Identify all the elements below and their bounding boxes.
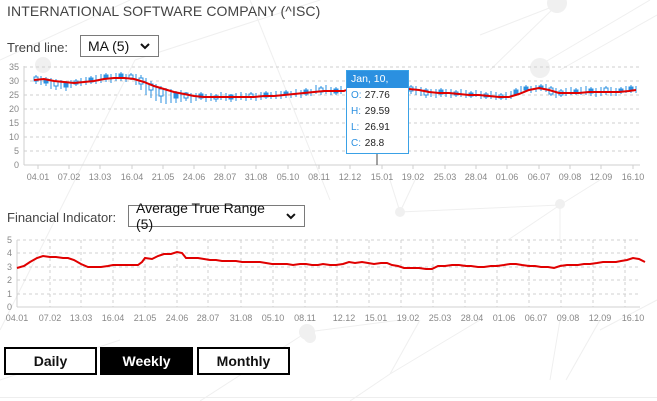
chevron-down-icon: [286, 213, 296, 220]
atr-chart[interactable]: 5 4 3 2 1 0 04.01 07.02 13.03 16.04 21.05 24.06 …: [0, 232, 657, 332]
svg-text:25.03: 25.03: [434, 172, 457, 182]
tooltip-open-row: O: 27.76: [347, 88, 408, 104]
svg-text:10: 10: [9, 132, 19, 142]
tooltip-high-value: 29.59: [364, 106, 390, 117]
financial-indicator-label: Financial Indicator:: [7, 210, 117, 225]
svg-text:05.10: 05.10: [262, 313, 285, 323]
svg-text:28.07: 28.07: [214, 172, 237, 182]
price-x-ticks: [37, 165, 634, 169]
atr-line: [16, 250, 646, 270]
price-chart-grid: [24, 66, 640, 152]
svg-text:0: 0: [14, 160, 19, 170]
svg-text:5: 5: [14, 146, 19, 156]
trend-line-selected-value: MA (5): [88, 38, 130, 54]
tooltip-open-value: 27.76: [364, 90, 390, 101]
tooltip-high-key: H:: [351, 106, 361, 117]
svg-text:07.02: 07.02: [39, 313, 62, 323]
tooltip-open-key: O:: [351, 90, 362, 101]
monthly-button[interactable]: Monthly: [197, 347, 290, 375]
svg-text:24.06: 24.06: [183, 172, 206, 182]
ohlc-tooltip: Jan, 10, 2011 O: 27.76 H: 29.59 L: 26.91…: [346, 70, 409, 154]
svg-text:05.10: 05.10: [277, 172, 300, 182]
svg-text:04.01: 04.01: [27, 172, 50, 182]
moving-average-trend-line: [33, 77, 347, 98]
svg-text:09.08: 09.08: [559, 172, 582, 182]
svg-text:08.11: 08.11: [308, 172, 330, 182]
svg-text:06.07: 06.07: [528, 172, 551, 182]
svg-text:16.04: 16.04: [102, 313, 125, 323]
svg-text:31.08: 31.08: [230, 313, 253, 323]
tooltip-high-row: H: 29.59: [347, 104, 408, 120]
svg-text:19.02: 19.02: [397, 313, 420, 323]
trend-line-label: Trend line:: [7, 40, 68, 55]
trend-line-select[interactable]: MA (5): [80, 35, 159, 57]
svg-text:15.01: 15.01: [365, 313, 388, 323]
chevron-down-icon: [140, 43, 150, 50]
tooltip-close-key: C:: [351, 138, 361, 149]
svg-text:24.06: 24.06: [166, 313, 189, 323]
svg-text:13.03: 13.03: [89, 172, 112, 182]
tooltip-low-key: L:: [351, 122, 360, 133]
price-y-axis-labels: 35 30 25 20 15 10 5 0: [9, 62, 19, 170]
svg-text:5: 5: [7, 235, 12, 245]
svg-text:1: 1: [7, 289, 12, 299]
svg-text:25: 25: [9, 90, 19, 100]
svg-text:2: 2: [7, 275, 12, 285]
svg-text:01.06: 01.06: [496, 172, 519, 182]
financial-indicator-selected-value: Average True Range (5): [136, 200, 265, 232]
financial-indicator-select[interactable]: Average True Range (5): [128, 200, 305, 232]
tooltip-low-value: 26.91: [364, 122, 390, 133]
svg-text:06.07: 06.07: [525, 313, 548, 323]
svg-text:16.10: 16.10: [622, 313, 645, 323]
svg-text:15.01: 15.01: [371, 172, 394, 182]
price-chart[interactable]: 35 30 25 20 15 10 5 0 04.01 07.02 13.03 16.04 21…: [0, 60, 657, 190]
svg-text:28.04: 28.04: [461, 313, 484, 323]
atr-x-axis-labels: 04.01 07.02 13.03 16.04 21.05 24.06 28.07 31.…: [6, 313, 645, 323]
svg-text:12.09: 12.09: [589, 313, 612, 323]
tooltip-close-row: C: 28.8: [347, 136, 408, 152]
moving-average-trend-line-continued: [408, 86, 637, 98]
svg-text:0: 0: [7, 302, 12, 312]
svg-text:12.12: 12.12: [339, 172, 362, 182]
bottom-divider: [0, 397, 657, 398]
daily-button[interactable]: Daily: [4, 347, 97, 375]
price-x-axis-labels: 04.01 07.02 13.03 16.04 21.05 24.06 28.07 31.…: [27, 172, 645, 182]
svg-text:20: 20: [9, 104, 19, 114]
atr-chart-grid: [17, 239, 640, 307]
tooltip-date: Jan, 10, 2011: [347, 71, 408, 102]
svg-text:04.01: 04.01: [6, 313, 29, 323]
svg-text:07.02: 07.02: [58, 172, 81, 182]
svg-text:28.04: 28.04: [465, 172, 488, 182]
tooltip-close-value: 28.8: [364, 138, 385, 149]
svg-text:12.12: 12.12: [333, 313, 356, 323]
candlesticks: [35, 72, 637, 104]
svg-text:21.05: 21.05: [152, 172, 175, 182]
svg-text:19.02: 19.02: [402, 172, 425, 182]
svg-text:13.03: 13.03: [70, 313, 93, 323]
svg-text:21.05: 21.05: [134, 313, 157, 323]
atr-y-axis-labels: 5 4 3 2 1 0: [7, 235, 12, 312]
svg-text:01.06: 01.06: [493, 313, 516, 323]
tooltip-low-row: L: 26.91: [347, 120, 408, 136]
svg-text:09.08: 09.08: [557, 313, 580, 323]
svg-text:28.07: 28.07: [197, 313, 220, 323]
svg-text:08.11: 08.11: [294, 313, 316, 323]
svg-text:16.10: 16.10: [622, 172, 645, 182]
svg-text:31.08: 31.08: [245, 172, 268, 182]
svg-text:4: 4: [7, 248, 12, 258]
svg-text:16.04: 16.04: [121, 172, 144, 182]
weekly-button[interactable]: Weekly: [100, 347, 193, 375]
svg-text:25.03: 25.03: [429, 313, 452, 323]
svg-text:30: 30: [9, 76, 19, 86]
svg-text:15: 15: [9, 118, 19, 128]
svg-text:3: 3: [7, 262, 12, 272]
page-title: INTERNATIONAL SOFTWARE COMPANY (^ISC): [7, 3, 321, 19]
svg-text:12.09: 12.09: [590, 172, 613, 182]
svg-text:35: 35: [9, 62, 19, 72]
